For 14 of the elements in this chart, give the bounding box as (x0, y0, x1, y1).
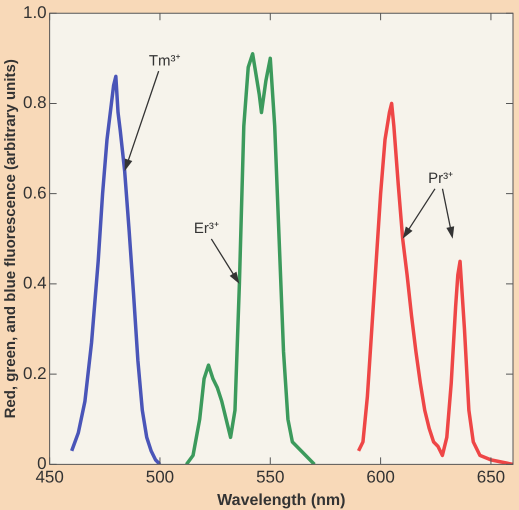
y-tick-label: 0.8 (22, 93, 47, 112)
x-tick-label: 500 (146, 467, 174, 486)
annotation: Pr³⁺ (428, 170, 454, 187)
y-tick-label: 0.6 (22, 183, 47, 202)
x-tick-label: 550 (256, 467, 284, 486)
annotation: Er³⁺ (194, 220, 219, 238)
x-axis-title: Wavelength (nm) (217, 492, 346, 509)
annotation: Tm³⁺ (148, 52, 180, 70)
x-tick-label: 600 (366, 467, 395, 486)
y-tick-label: 0.2 (22, 364, 47, 383)
x-tick-label: 650 (476, 467, 506, 486)
y-tick-label: 0.4 (22, 274, 47, 293)
y-tick-label: 1.0 (22, 2, 47, 22)
y-axis-title: Red, green, and blue fluorescence (arbitrary units) (2, 59, 20, 418)
